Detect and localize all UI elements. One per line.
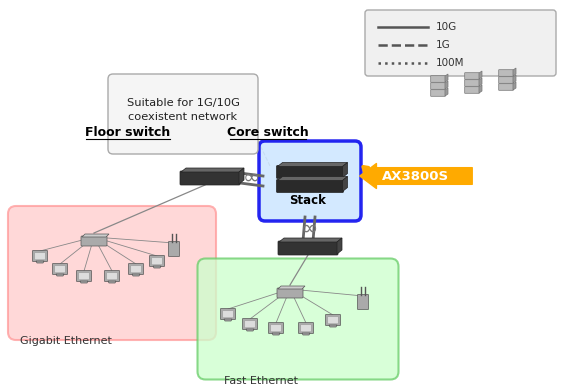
Polygon shape xyxy=(132,274,140,276)
FancyBboxPatch shape xyxy=(259,141,361,221)
FancyBboxPatch shape xyxy=(152,258,162,265)
FancyBboxPatch shape xyxy=(108,74,258,154)
FancyBboxPatch shape xyxy=(499,84,513,90)
FancyBboxPatch shape xyxy=(8,206,216,340)
FancyBboxPatch shape xyxy=(107,273,117,280)
Text: 10G: 10G xyxy=(436,22,457,32)
FancyBboxPatch shape xyxy=(149,255,165,267)
Polygon shape xyxy=(36,261,44,263)
FancyBboxPatch shape xyxy=(55,266,65,273)
FancyBboxPatch shape xyxy=(464,80,479,86)
FancyBboxPatch shape xyxy=(77,271,92,282)
FancyBboxPatch shape xyxy=(301,325,311,332)
FancyBboxPatch shape xyxy=(268,323,284,334)
FancyBboxPatch shape xyxy=(365,10,556,76)
FancyBboxPatch shape xyxy=(358,294,368,310)
Polygon shape xyxy=(279,238,342,242)
Polygon shape xyxy=(479,71,482,79)
Polygon shape xyxy=(277,176,348,181)
Text: Stack: Stack xyxy=(289,194,327,207)
Polygon shape xyxy=(181,168,244,172)
FancyBboxPatch shape xyxy=(276,165,344,179)
Polygon shape xyxy=(445,81,448,89)
Polygon shape xyxy=(277,163,348,167)
Polygon shape xyxy=(479,78,482,86)
FancyBboxPatch shape xyxy=(220,308,236,319)
Text: AX3800S: AX3800S xyxy=(382,170,448,183)
FancyBboxPatch shape xyxy=(223,311,233,318)
Text: Suitable for 1G/10G
coexistent network: Suitable for 1G/10G coexistent network xyxy=(126,98,240,122)
FancyBboxPatch shape xyxy=(431,90,445,96)
FancyBboxPatch shape xyxy=(129,264,144,274)
FancyBboxPatch shape xyxy=(499,70,513,76)
FancyBboxPatch shape xyxy=(464,87,479,93)
FancyBboxPatch shape xyxy=(277,288,303,298)
FancyBboxPatch shape xyxy=(79,273,89,280)
Polygon shape xyxy=(343,176,348,192)
FancyBboxPatch shape xyxy=(180,171,240,185)
Text: ∞: ∞ xyxy=(243,167,260,188)
Text: 1G: 1G xyxy=(436,40,451,50)
Polygon shape xyxy=(337,238,342,254)
FancyBboxPatch shape xyxy=(431,83,445,89)
FancyBboxPatch shape xyxy=(431,76,445,82)
Polygon shape xyxy=(513,68,516,76)
Polygon shape xyxy=(108,281,116,283)
Polygon shape xyxy=(445,74,448,82)
Text: Floor switch: Floor switch xyxy=(85,126,170,139)
Polygon shape xyxy=(246,329,254,331)
FancyBboxPatch shape xyxy=(131,266,141,273)
Text: Core switch: Core switch xyxy=(227,126,309,139)
FancyBboxPatch shape xyxy=(35,253,45,260)
Polygon shape xyxy=(239,168,244,184)
FancyBboxPatch shape xyxy=(169,242,180,256)
Text: Fast Ethernet: Fast Ethernet xyxy=(224,375,297,386)
Polygon shape xyxy=(343,163,348,178)
FancyBboxPatch shape xyxy=(33,251,47,262)
Polygon shape xyxy=(513,82,516,90)
FancyBboxPatch shape xyxy=(81,236,107,246)
Polygon shape xyxy=(329,325,337,327)
Polygon shape xyxy=(513,75,516,83)
Text: ∞: ∞ xyxy=(300,219,317,239)
Polygon shape xyxy=(272,333,280,335)
FancyArrowPatch shape xyxy=(360,163,472,188)
Polygon shape xyxy=(479,85,482,93)
Polygon shape xyxy=(302,333,310,335)
FancyBboxPatch shape xyxy=(53,264,67,274)
Text: Gigabit Ethernet: Gigabit Ethernet xyxy=(20,336,112,346)
Polygon shape xyxy=(224,319,232,321)
Polygon shape xyxy=(80,281,88,283)
FancyBboxPatch shape xyxy=(325,314,340,325)
FancyBboxPatch shape xyxy=(271,325,281,332)
FancyBboxPatch shape xyxy=(464,73,479,79)
FancyBboxPatch shape xyxy=(197,258,399,380)
FancyBboxPatch shape xyxy=(245,321,255,328)
Polygon shape xyxy=(82,234,109,237)
FancyBboxPatch shape xyxy=(276,179,344,192)
Polygon shape xyxy=(153,266,161,268)
FancyBboxPatch shape xyxy=(243,319,257,330)
Polygon shape xyxy=(445,88,448,96)
FancyBboxPatch shape xyxy=(278,241,338,255)
Polygon shape xyxy=(56,274,64,276)
FancyBboxPatch shape xyxy=(328,317,338,324)
Polygon shape xyxy=(278,286,305,289)
FancyBboxPatch shape xyxy=(105,271,120,282)
FancyBboxPatch shape xyxy=(299,323,313,334)
FancyBboxPatch shape xyxy=(499,77,513,83)
Text: 100M: 100M xyxy=(436,58,464,68)
